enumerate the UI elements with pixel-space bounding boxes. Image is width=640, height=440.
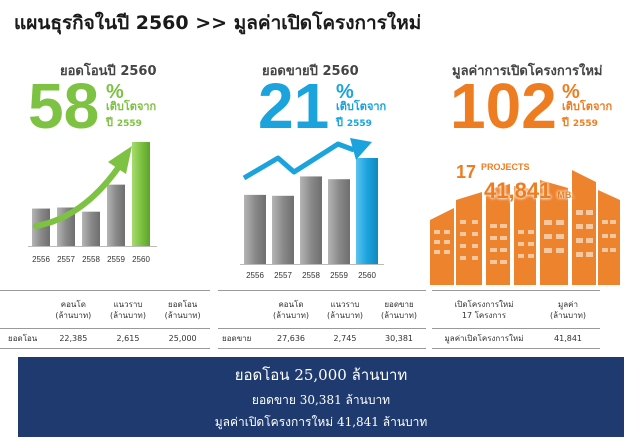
x-tick-label: 2559 <box>107 255 125 264</box>
launch-row-label: มูลค่าเปิดโครงการใหม่ <box>432 328 536 349</box>
launch-growth-year-prefix: ปี <box>562 116 569 129</box>
transfer-bar-chart: 2556 2557 2558 2559 2560 <box>28 142 157 264</box>
bar-2558 <box>82 211 100 246</box>
presales-col-total: ยอดขาย (ล้านบาท) <box>372 290 426 329</box>
presales-growth-year-prefix: ปี <box>336 116 343 129</box>
transfer-table: คอนโด (ล้านบาท) แนวราบ (ล้านบาท) ยอดโอน … <box>0 290 210 349</box>
presales-value-lowrise: 2,745 <box>318 328 372 349</box>
transfer-percent-sign: % <box>106 81 124 103</box>
arrow-head-icon <box>350 138 372 160</box>
bar-2556 <box>244 194 266 264</box>
presales-col-lowrise: แนวราบ (ล้านบาท) <box>318 290 372 329</box>
x-tick-label: 2557 <box>57 255 75 264</box>
presales-growth-number: 21 <box>258 70 330 142</box>
bar-2559 <box>328 179 350 264</box>
x-tick-label: 2558 <box>302 271 320 280</box>
launch-heading: มูลค่าการเปิดโครงการใหม่ <box>452 64 603 79</box>
launch-projects-word: PROJECTS <box>481 162 530 172</box>
transfer-growth-year: ปี 2559 <box>106 116 142 131</box>
transfer-value-lowrise: 2,615 <box>100 328 156 349</box>
launch-projects-number: 17 <box>456 162 477 182</box>
presales-heading: ยอดขายปี 2560 <box>262 64 359 79</box>
launch-growth-year: ปี 2559 <box>562 116 598 131</box>
presales-row-label: ยอดขาย <box>218 328 264 349</box>
launch-value: 41,841 MB. <box>484 178 574 204</box>
transfer-col-lowrise: แนวราบ (ล้านบาท) <box>100 290 156 329</box>
arrow-head-icon <box>108 146 132 174</box>
bar-2560 <box>356 158 378 264</box>
transfer-growth-label: เติบโตจาก <box>106 100 157 113</box>
presales-value-total: 30,381 <box>372 328 426 349</box>
x-tick-label: 2560 <box>358 271 376 280</box>
bar-2559 <box>107 184 125 246</box>
x-tick-label: 2559 <box>330 271 348 280</box>
launch-value-number: 41,841 <box>484 178 552 203</box>
transfer-value-condo: 22,385 <box>46 328 101 349</box>
launch-value-unit: MB. <box>557 190 574 200</box>
presales-growth-label: เติบโตจาก <box>336 100 387 113</box>
launch-col-projects: เปิดโครงการใหม่ 17 โครงการ <box>432 290 536 329</box>
presales-bar-chart: 2556 2557 2558 2559 2560 <box>240 138 384 280</box>
launch-growth-number: 102 <box>450 70 557 142</box>
transfer-growth-year-prefix: ปี <box>106 116 113 129</box>
bar-2557 <box>272 195 294 264</box>
bar-2560 <box>132 142 150 246</box>
launch-projects-count: 17 PROJECTS <box>456 162 530 183</box>
transfer-growth-number: 58 <box>28 70 100 142</box>
presales-col-condo: คอนโด (ล้านบาท) <box>264 290 318 329</box>
transfer-col-condo: คอนโด (ล้านบาท) <box>46 290 101 329</box>
transfer-heading: ยอดโอนปี 2560 <box>60 64 157 79</box>
up-trend-arrow-icon <box>242 141 355 181</box>
x-tick-label: 2560 <box>132 255 150 264</box>
x-tick-label: 2556 <box>32 255 50 264</box>
presales-growth-year-value: 2559 <box>346 119 372 129</box>
bar-2558 <box>300 176 322 264</box>
launch-growth-label: เติบโตจาก <box>562 100 613 113</box>
presales-percent-sign: % <box>336 81 354 103</box>
buildings-icon <box>430 170 620 285</box>
x-tick-label: 2557 <box>274 271 292 280</box>
transfer-value-total: 25,000 <box>155 328 210 349</box>
summary-banner: ยอดโอน 25,000 ล้านบาท ยอดขาย 30,381 ล้าน… <box>18 357 624 437</box>
transfer-growth-year-value: 2559 <box>116 119 142 129</box>
up-trend-arrow-icon <box>33 165 121 229</box>
x-tick-label: 2556 <box>246 271 264 280</box>
presales-table: คอนโด (ล้านบาท) แนวราบ (ล้านบาท) ยอดขาย … <box>218 290 426 349</box>
banner-presales: ยอดขาย 30,381 ล้านบาท <box>251 393 391 407</box>
launch-growth-year-value: 2559 <box>572 119 598 129</box>
launch-table: เปิดโครงการใหม่ 17 โครงการ มูลค่า (ล้านบ… <box>432 290 600 349</box>
banner-transfer: ยอดโอน 25,000 ล้านบาท <box>234 366 408 384</box>
transfer-row-label: ยอดโอน <box>0 328 46 349</box>
x-tick-label: 2558 <box>82 255 100 264</box>
transfer-col-total: ยอดโอน (ล้านบาท) <box>155 290 210 329</box>
banner-launch: มูลค่าเปิดโครงการใหม่ 41,841 ล้านบาท <box>214 415 428 429</box>
presales-value-condo: 27,636 <box>264 328 318 349</box>
page-title: แผนธุรกิจในปี 2560 >> มูลค่าเปิดโครงการใ… <box>14 12 422 34</box>
launch-percent-sign: % <box>562 81 580 103</box>
launch-value-total: 41,841 <box>536 328 600 349</box>
launch-col-value: มูลค่า (ล้านบาท) <box>536 290 600 329</box>
presales-growth-year: ปี 2559 <box>336 116 372 131</box>
